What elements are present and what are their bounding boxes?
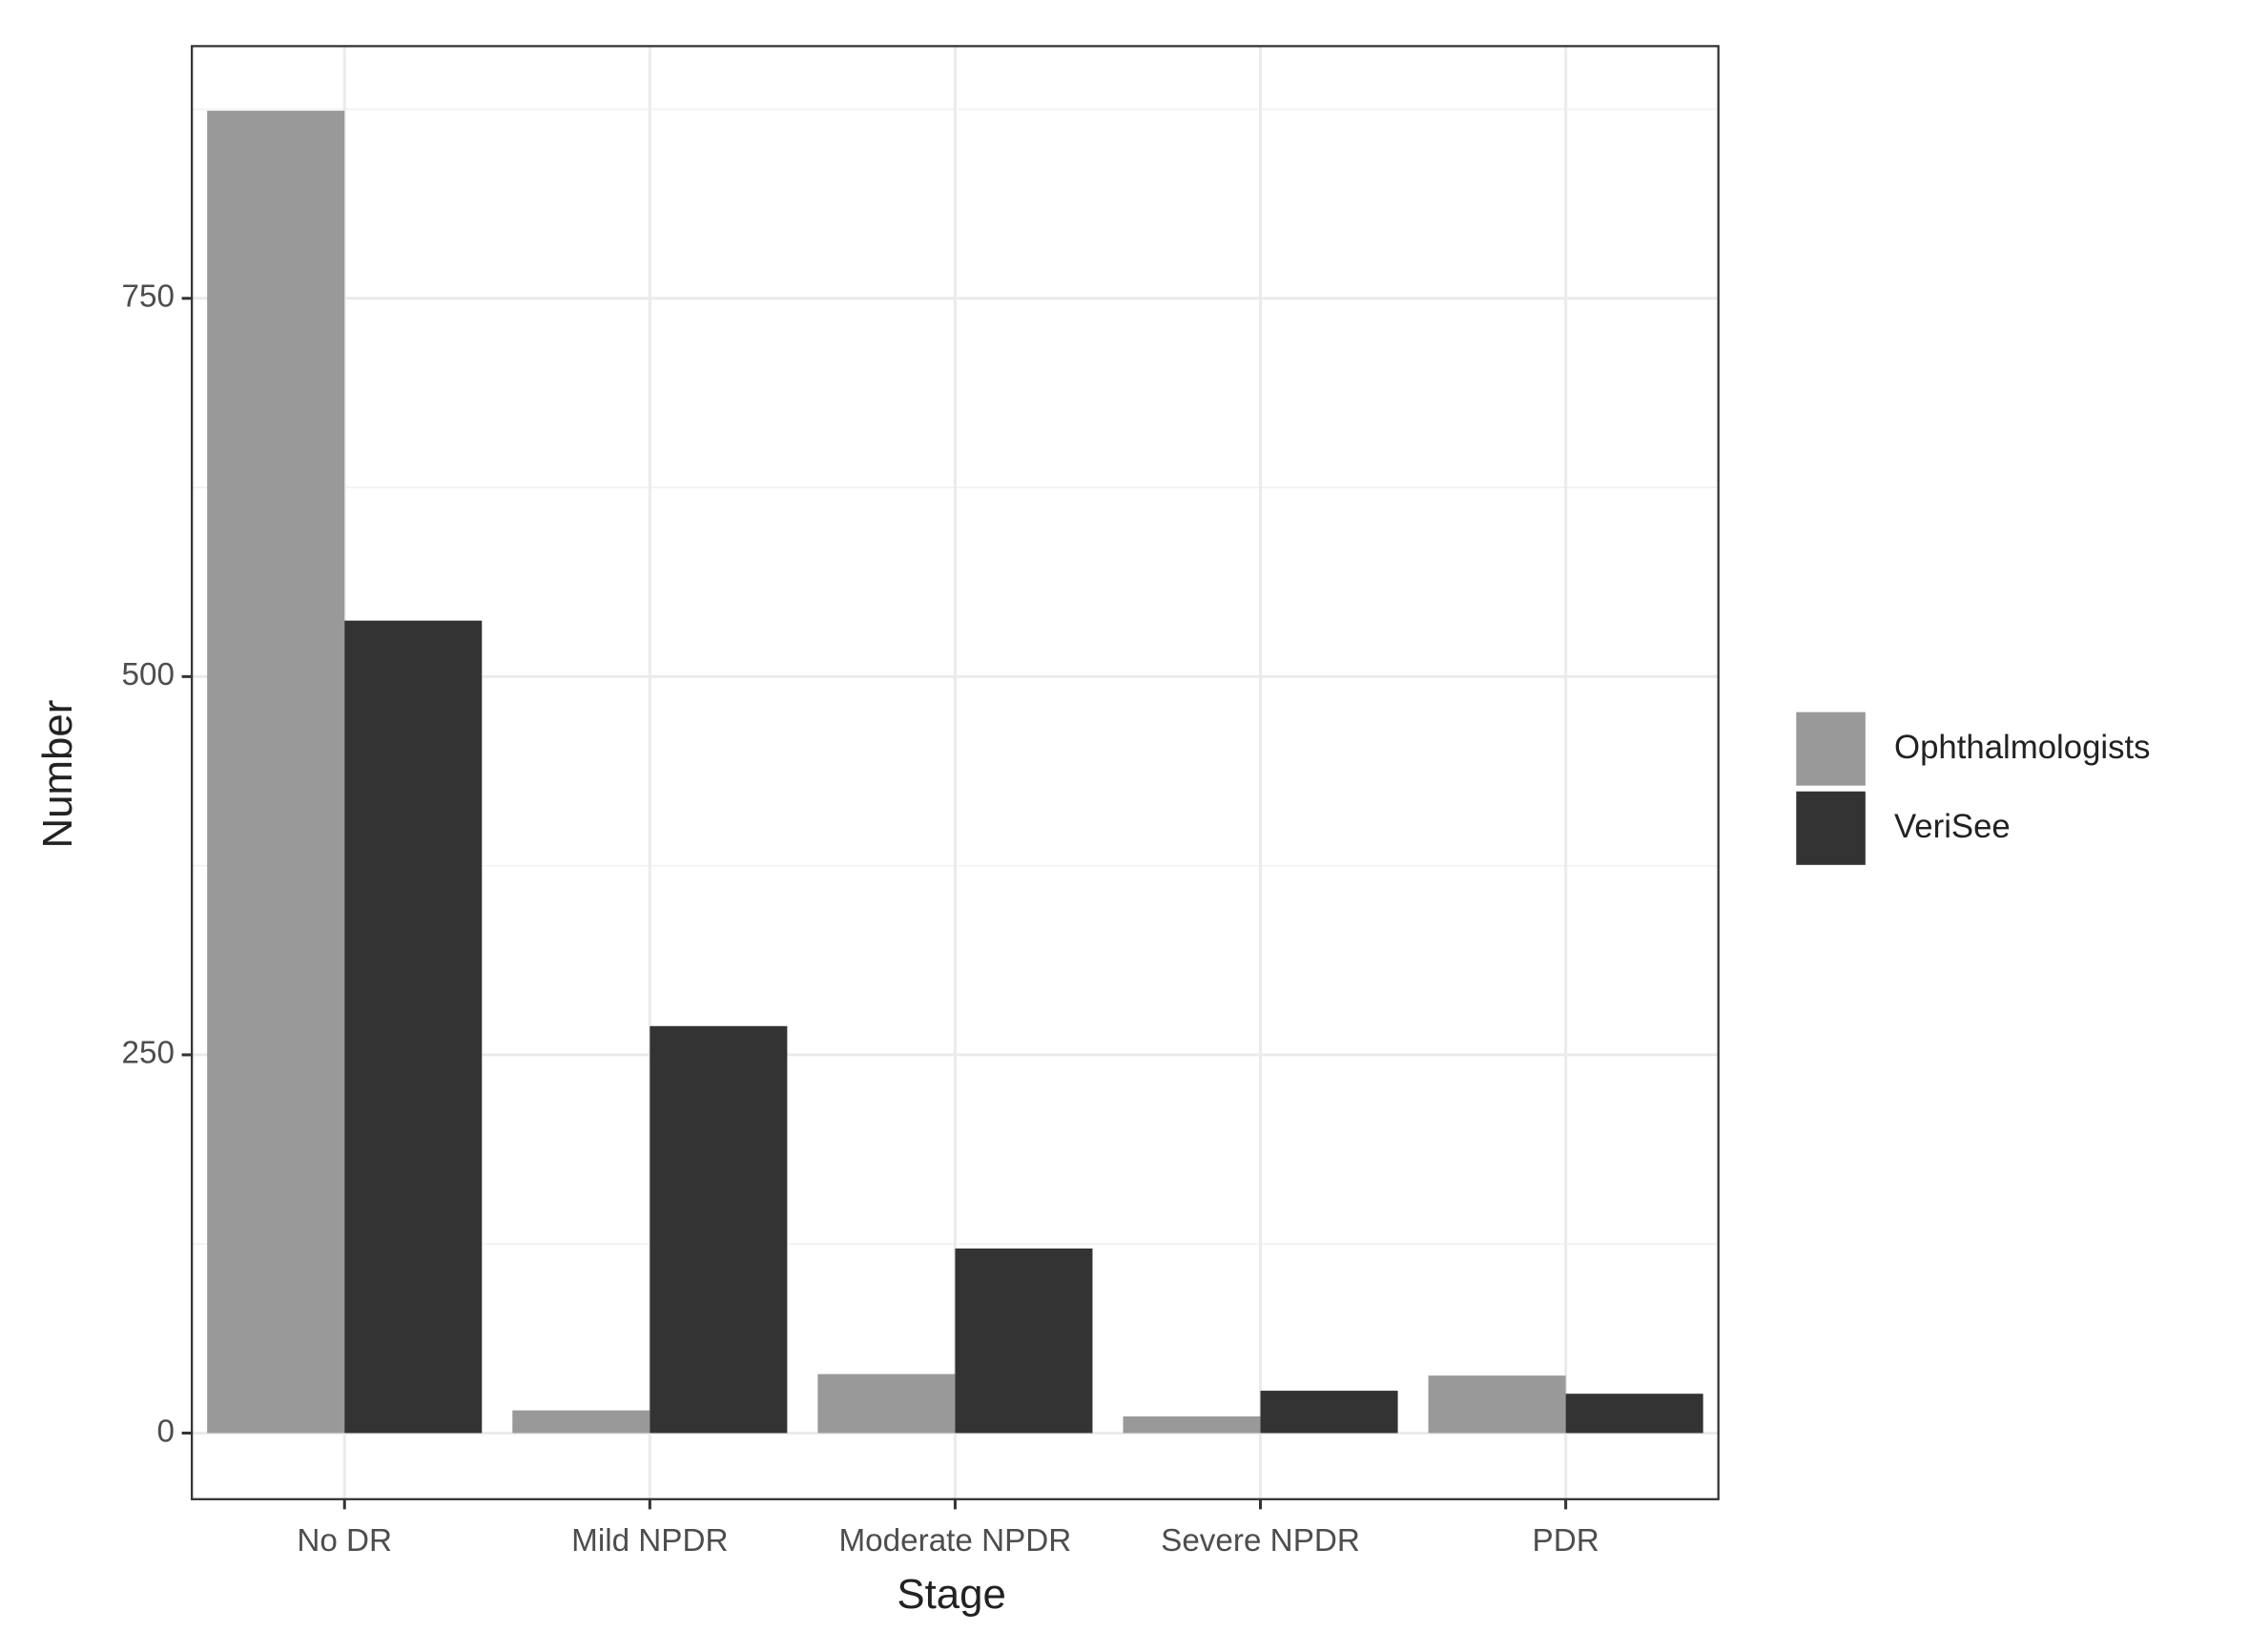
legend-label: VeriSee bbox=[1894, 809, 2011, 845]
y-tick-label: 0 bbox=[157, 1414, 175, 1449]
bar bbox=[955, 1248, 1093, 1434]
legend-key bbox=[1796, 712, 1866, 786]
bar bbox=[1428, 1375, 1566, 1434]
y-tick-label: 750 bbox=[122, 279, 175, 315]
bar bbox=[512, 1410, 650, 1434]
legend-label: Ophthalmologists bbox=[1894, 730, 2150, 766]
x-tick-label: Mild NPDR bbox=[571, 1523, 728, 1559]
y-tick-label: 500 bbox=[122, 657, 175, 692]
y-tick-label: 250 bbox=[122, 1036, 175, 1071]
bar bbox=[817, 1373, 956, 1434]
x-axis-title: Stage bbox=[897, 1571, 1005, 1618]
x-tick-label: Severe NPDR bbox=[1161, 1523, 1360, 1559]
bar bbox=[344, 620, 483, 1434]
legend-key bbox=[1796, 791, 1866, 865]
bar bbox=[650, 1025, 788, 1434]
bar bbox=[1260, 1391, 1398, 1434]
x-tick-label: No DR bbox=[297, 1523, 392, 1559]
bar bbox=[207, 111, 345, 1434]
bar bbox=[1565, 1394, 1703, 1434]
y-axis-title: Number bbox=[34, 700, 81, 849]
panel-border bbox=[191, 45, 1720, 1500]
bar bbox=[1123, 1416, 1261, 1434]
x-tick-label: Moderate NPDR bbox=[839, 1523, 1072, 1559]
x-tick-label: PDR bbox=[1533, 1523, 1599, 1559]
